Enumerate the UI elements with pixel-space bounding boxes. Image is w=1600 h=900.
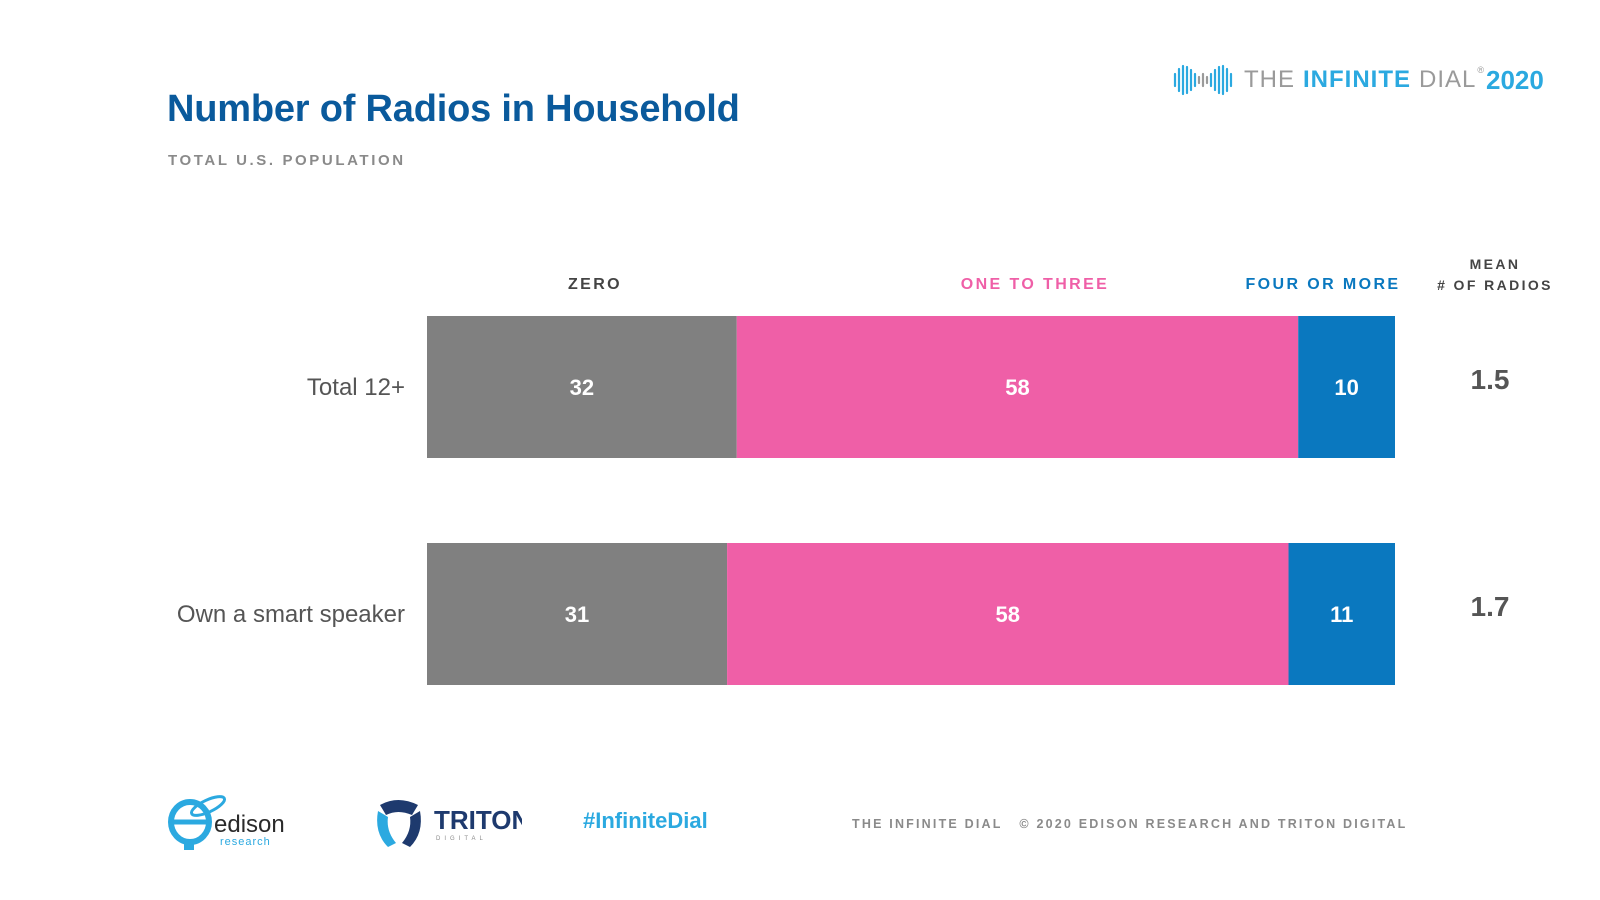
- legend-one-to-three: ONE TO THREE: [960, 276, 1110, 293]
- bar-segment: [427, 316, 737, 458]
- bar-segment: [736, 316, 1299, 458]
- mean-value: 1.7: [1471, 591, 1510, 622]
- bar-value-label: 31: [565, 602, 589, 627]
- mean-header-line1: MEAN: [1469, 256, 1521, 272]
- infinite-dial-logo: THE INFINITE DIAL ® 2020: [1172, 60, 1544, 100]
- bar-value-label: 58: [1005, 375, 1029, 400]
- brand-dial: DIAL: [1419, 66, 1477, 93]
- edison-research-logo: edison research: [168, 795, 285, 850]
- edison-orbit-icon: [168, 799, 212, 845]
- page-subtitle: TOTAL U.S. POPULATION: [168, 152, 406, 169]
- bar-value-label: 58: [996, 602, 1020, 627]
- triton-subtext: DIGITAL: [436, 836, 487, 842]
- bar-segment: [427, 543, 728, 685]
- mean-value: 1.5: [1471, 364, 1510, 395]
- bar-value-label: 32: [570, 375, 594, 400]
- copyright-credit: THE INFINITE DIAL © 2020 EDISON RESEARCH…: [852, 817, 1408, 831]
- bar-segment: [1298, 316, 1395, 458]
- triton-mark-icon: [377, 800, 421, 847]
- bar-value-label: 10: [1334, 375, 1358, 400]
- bar-segment: [727, 543, 1289, 685]
- brand-trademark: ®: [1477, 65, 1484, 75]
- brand-year: 2020: [1486, 64, 1544, 95]
- brand-the: THE: [1244, 66, 1295, 93]
- edison-subtext: research: [220, 836, 271, 848]
- triton-wordmark: TRITON: [434, 805, 522, 835]
- bar-value-label: 11: [1330, 602, 1353, 627]
- legend-four-or-more: FOUR OR MORE: [1245, 276, 1401, 293]
- edison-wordmark: edison: [214, 811, 285, 838]
- brand-infinite: INFINITE: [1303, 66, 1411, 93]
- triton-digital-logo: TRITON DIGITAL: [377, 800, 522, 847]
- category-label: Own a smart speaker: [177, 601, 405, 628]
- mean-header-line2: # OF RADIOS: [1437, 277, 1553, 293]
- category-label: Total 12+: [307, 374, 405, 401]
- hashtag-link[interactable]: #InfiniteDial: [583, 808, 708, 833]
- page-title: Number of Radios in Household: [167, 88, 740, 130]
- infinity-waveform-icon: [1173, 64, 1233, 96]
- bar-segment: [1288, 543, 1395, 685]
- legend-zero: ZERO: [567, 276, 623, 293]
